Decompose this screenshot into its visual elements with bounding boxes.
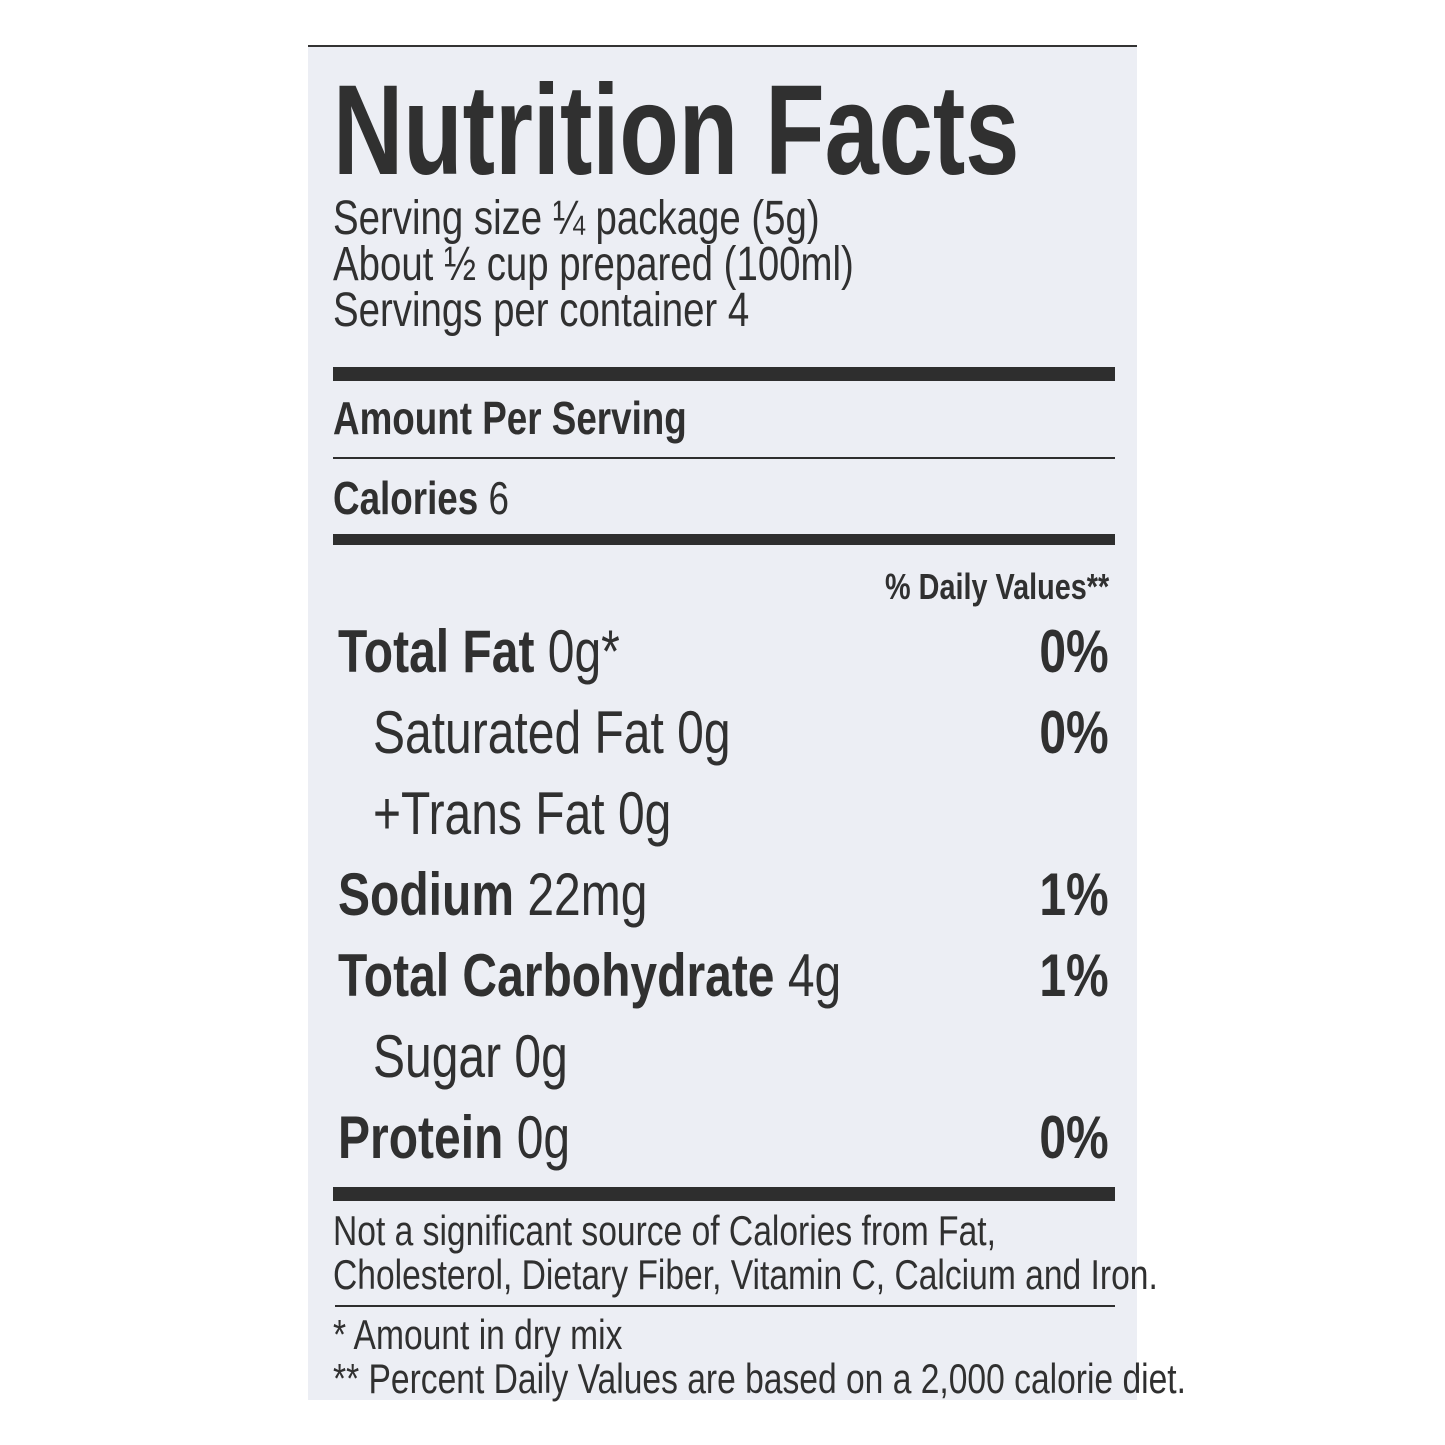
nutrient-label: Sodium — [338, 861, 514, 928]
nutrient-label: Total Carbohydrate — [338, 942, 775, 1009]
serving-prepared: About ½ cup prepared (100ml) — [333, 238, 854, 291]
nutrient-amount: 0g — [617, 780, 672, 847]
nutrient-daily-value: 1% — [1039, 861, 1109, 928]
nutrient-row: +Trans Fat 0g — [373, 784, 671, 844]
nutrition-facts-label: Nutrition Facts Serving size ¼ package (… — [308, 45, 1186, 1400]
nutrient-amount: 0g* — [547, 618, 620, 685]
servings-per-container: Servings per container 4 — [333, 284, 750, 337]
nutrient-label: Sugar — [373, 1023, 502, 1090]
not-significant-line: Not a significant source of Calories fro… — [333, 1207, 996, 1254]
nutrient-amount: 4g — [787, 942, 842, 1009]
nutrient-daily-value: 0% — [1039, 699, 1109, 766]
nutrient-label: +Trans Fat — [373, 780, 605, 847]
medium-divider — [333, 534, 1115, 545]
nutrient-row: Sodium 22mg — [338, 865, 647, 925]
nutrient-label: Total Fat — [338, 618, 535, 685]
nutrient-row: Saturated Fat 0g — [373, 703, 731, 763]
nutrient-row: Protein 0g — [338, 1108, 570, 1168]
nutrient-amount: 0g — [514, 1023, 568, 1090]
serving-size: Serving size ¼ package (5g) — [333, 192, 820, 245]
calories-row: Calories 6 — [333, 475, 509, 521]
daily-values-header: % Daily Values** — [884, 566, 1109, 607]
footnote: ** Percent Daily Values are based on a 2… — [333, 1355, 1186, 1402]
not-significant-line: Cholesterol, Dietary Fiber, Vitamin C, C… — [333, 1251, 1158, 1298]
thick-divider — [333, 367, 1115, 381]
calories-label: Calories — [333, 472, 479, 524]
thick-divider — [333, 1187, 1115, 1201]
amount-per-serving: Amount Per Serving — [333, 392, 687, 444]
nutrient-amount: 0g — [677, 699, 731, 766]
nutrient-label: Saturated Fat — [373, 699, 664, 766]
nutrient-daily-value: 1% — [1039, 942, 1109, 1009]
nutrient-daily-value: 0% — [1039, 618, 1109, 685]
nutrient-amount: 22mg — [527, 861, 648, 928]
label-title: Nutrition Facts — [333, 59, 1020, 202]
nutrient-row: Total Fat 0g* — [338, 622, 620, 682]
nutrient-row: Total Carbohydrate 4g — [338, 946, 841, 1006]
calories-value: 6 — [488, 472, 509, 524]
nutrient-daily-value: 0% — [1039, 1104, 1109, 1171]
thin-divider — [335, 1305, 1115, 1307]
nutrient-amount: 0g — [516, 1104, 571, 1171]
nutrient-label: Protein — [338, 1104, 504, 1171]
footnote: * Amount in dry mix — [333, 1311, 623, 1358]
thin-divider — [333, 457, 1115, 459]
nutrient-row: Sugar 0g — [373, 1027, 568, 1087]
